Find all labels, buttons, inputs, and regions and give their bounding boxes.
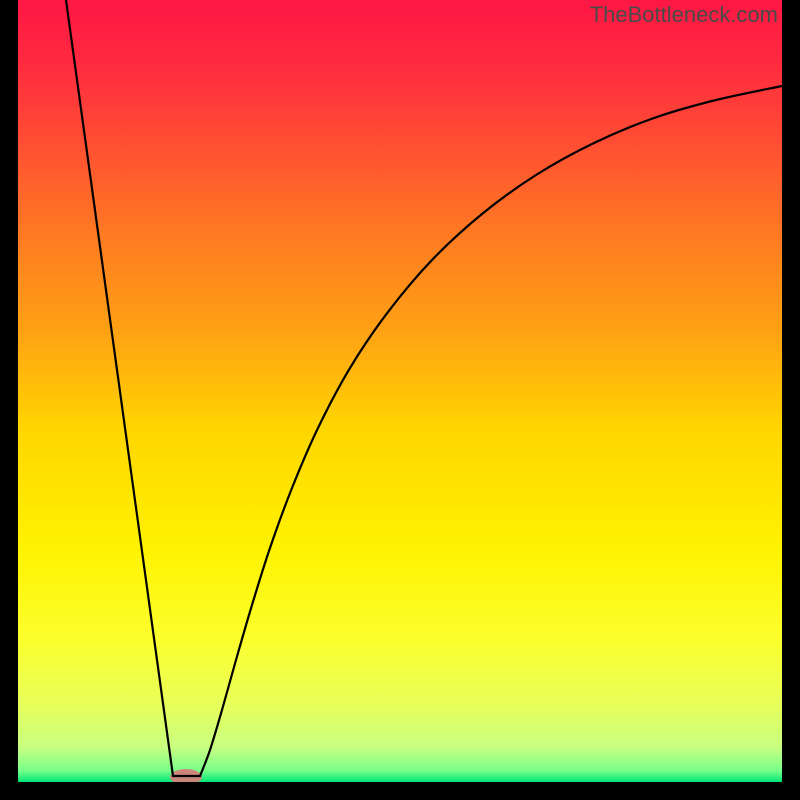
gradient-background bbox=[18, 0, 782, 782]
axis-bottom bbox=[0, 782, 800, 800]
bottleneck-chart: TheBottleneck.com bbox=[0, 0, 800, 800]
chart-container: TheBottleneck.com bbox=[0, 0, 800, 800]
axis-right bbox=[782, 0, 800, 800]
axis-left bbox=[0, 0, 18, 800]
watermark-text: TheBottleneck.com bbox=[590, 2, 778, 27]
